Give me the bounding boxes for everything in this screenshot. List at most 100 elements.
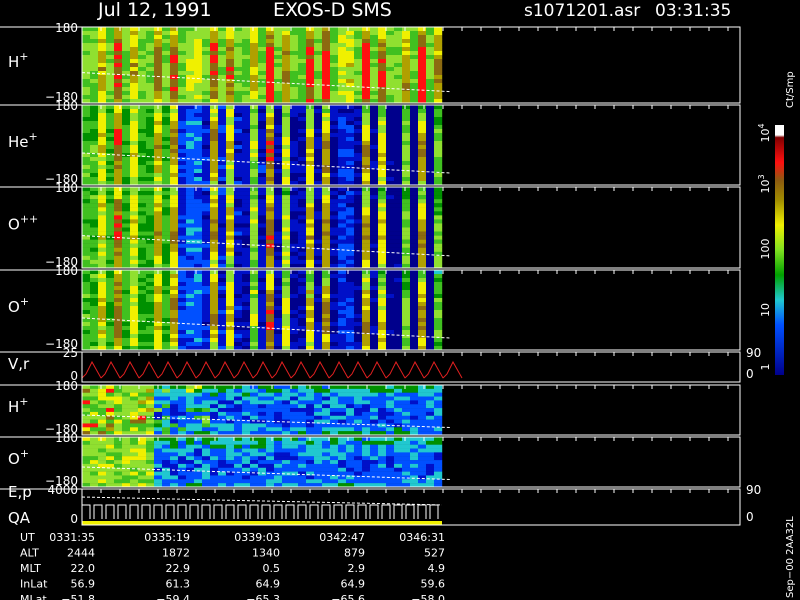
spectrogram-cell [386, 187, 395, 192]
spectrogram-cell [314, 404, 323, 409]
spectrogram-cell [178, 219, 187, 224]
spectrogram-cell [98, 310, 107, 315]
spectrogram-cell [210, 475, 219, 480]
spectrogram-cell [234, 444, 243, 449]
spectrogram-cell [178, 79, 187, 84]
spectrogram-cell [418, 346, 427, 351]
spectrogram-cell [362, 31, 371, 36]
spectrogram-cell [250, 187, 259, 192]
spectrogram-cell [154, 251, 163, 257]
spectrogram-cell [258, 75, 267, 80]
spectrogram-cell [322, 133, 331, 138]
spectrogram-cell [338, 437, 347, 442]
spectrogram-cell [338, 483, 347, 488]
spectrogram-cell [234, 181, 243, 186]
spectrogram-cell [122, 223, 131, 228]
spectrogram-cell [202, 251, 211, 257]
spectrogram-cell [322, 290, 331, 295]
spectrogram-cell [290, 165, 299, 170]
spectrogram-cell [298, 165, 307, 170]
spectrogram-cell [290, 411, 299, 416]
spectrogram-cell [378, 219, 387, 224]
spectrogram-cell [202, 411, 211, 416]
spectrogram-cell [242, 113, 251, 118]
spectrogram-cell [274, 448, 283, 453]
spectrogram-cell [314, 408, 323, 413]
spectrogram-cell [426, 290, 435, 295]
spectrogram-cell [362, 388, 371, 393]
spectrogram-cell [410, 302, 419, 307]
spectrogram-cell [298, 215, 307, 220]
spectrogram-cell [234, 310, 243, 315]
spectrogram-cell [378, 251, 387, 257]
spectrogram-cell [306, 181, 315, 186]
spectrogram-cell [322, 460, 331, 465]
spectrogram-cell [242, 274, 251, 279]
spectrogram-cell [410, 113, 419, 118]
spectrogram-cell [290, 440, 299, 445]
spectrogram-cell [250, 91, 259, 96]
spectrogram-cell [242, 251, 251, 257]
spectrogram-cell [282, 278, 291, 283]
spectrogram-cell [394, 223, 403, 228]
spectrogram-cell [178, 231, 187, 236]
spectrogram-cell [130, 437, 139, 442]
spectrogram-cell [250, 310, 259, 315]
spectrogram-cell [210, 113, 219, 118]
spectrogram-cell [114, 385, 123, 390]
spectrogram-cell [378, 392, 387, 397]
spectrogram-cell [218, 113, 227, 118]
spectrogram-cell [106, 59, 115, 64]
spectrogram-cell [162, 181, 171, 186]
spectrogram-cell [258, 251, 267, 257]
spectrogram-cell [266, 255, 275, 261]
spectrogram-cell [90, 274, 99, 279]
spectrogram-cell [234, 270, 243, 275]
spectrogram-cell [402, 153, 411, 158]
spectrogram-cell [178, 177, 187, 182]
spectrogram-cell [162, 105, 171, 110]
spectrogram-cell [90, 129, 99, 134]
spectrogram-cell [178, 87, 187, 92]
spectrogram-cell [346, 404, 355, 409]
spectrogram-cell [298, 75, 307, 80]
spectrogram-cell [138, 415, 147, 420]
spectrogram-cell [114, 306, 123, 311]
spectrogram-cell [202, 286, 211, 291]
spectrogram-cell [330, 479, 339, 484]
spectrogram-cell [114, 298, 123, 303]
spectrogram-cell [234, 460, 243, 465]
spectrogram-cell [402, 203, 411, 208]
spectrogram-cell [122, 255, 131, 261]
spectrogram-cell [162, 129, 171, 134]
spectrogram-cell [394, 456, 403, 461]
spectrogram-cell [98, 255, 107, 261]
spectrogram-cell [146, 113, 155, 118]
spectrogram-cell [426, 392, 435, 397]
spectrogram-cell [274, 223, 283, 228]
spectrogram-cell [170, 427, 179, 432]
spectrogram-cell [146, 43, 155, 48]
spectrogram-cell [186, 141, 195, 146]
spectrogram-cell [146, 342, 155, 347]
spectrogram-cell [154, 177, 163, 182]
spectrogram-cell [114, 243, 123, 248]
spectrogram-cell [210, 153, 219, 158]
spectrogram-cell [130, 87, 139, 92]
spectrogram-cell [330, 113, 339, 118]
spectrogram-cell [298, 231, 307, 236]
spectrogram-cell [434, 326, 443, 331]
spectrogram-cell [170, 63, 179, 68]
spectrogram-cell [346, 247, 355, 252]
spectrogram-cell [154, 479, 163, 484]
spectrogram-cell [282, 83, 291, 88]
spectrogram-cell [170, 456, 179, 461]
spectrogram-cell [186, 263, 195, 269]
spectrogram-cell [202, 67, 211, 72]
spectrogram-cell [186, 231, 195, 236]
spectrogram-cell [106, 419, 115, 424]
spectrogram-cell [410, 298, 419, 303]
spectrogram-cell [370, 342, 379, 347]
spectrogram-cell [170, 239, 179, 244]
spectrogram-cell [234, 330, 243, 335]
